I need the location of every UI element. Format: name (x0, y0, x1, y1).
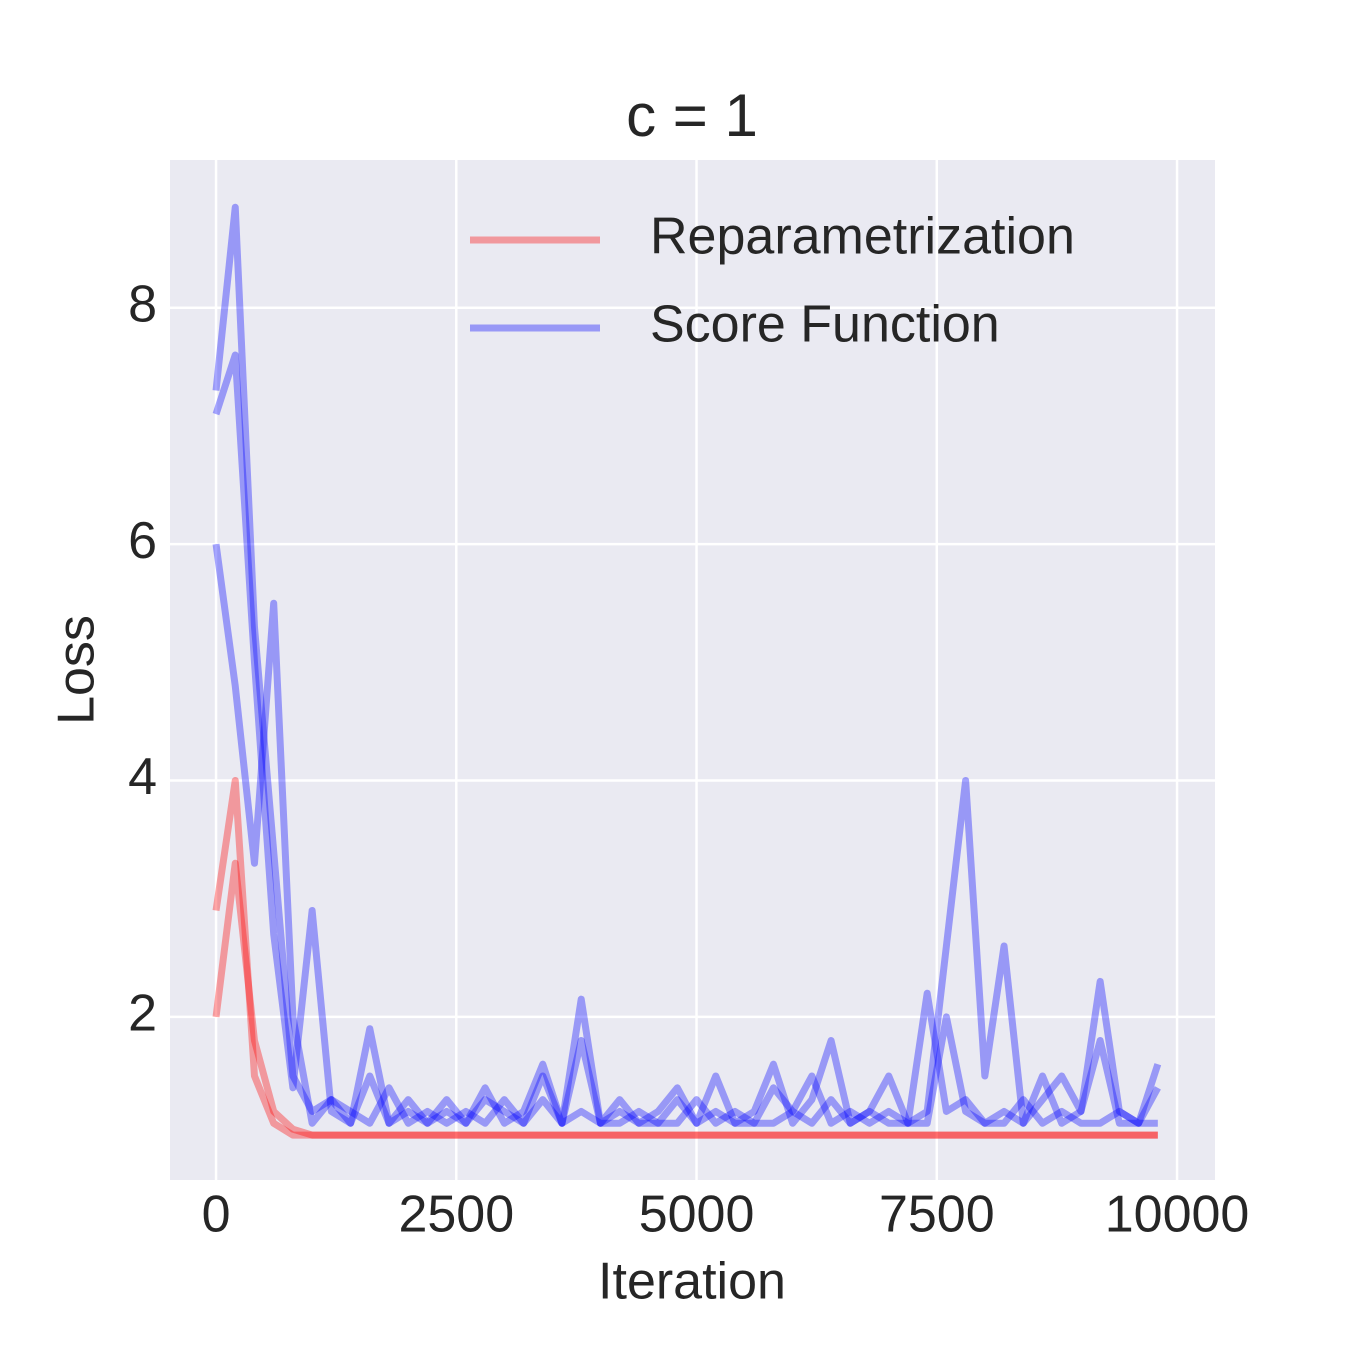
y-tick-label: 2 (128, 985, 157, 1043)
loss-line (212, 777, 1158, 1139)
x-tick-label: 0 (202, 1186, 231, 1244)
plot-area (170, 160, 1215, 1180)
x-tick-label: 7500 (879, 1186, 995, 1244)
loss-line (212, 351, 1161, 1127)
legend-label: Reparametrization (650, 208, 1075, 266)
lines (212, 203, 1162, 1139)
y-tick-label: 4 (128, 748, 157, 806)
legend-label: Score Function (650, 296, 1000, 354)
grid (170, 160, 1215, 1180)
x-tick-label: 5000 (639, 1186, 755, 1244)
loss-line (212, 543, 1158, 1127)
y-axis-label: Loss (48, 615, 106, 725)
loss-line (212, 859, 1158, 1139)
x-tick-label: 2500 (398, 1186, 514, 1244)
chart-title: c = 1 (626, 82, 758, 149)
x-tick-label: 10000 (1105, 1186, 1250, 1244)
legend: Reparametrization Score Function (470, 208, 1075, 354)
y-tick-label: 8 (128, 275, 157, 333)
loss-line (212, 203, 1162, 1127)
x-axis-label: Iteration (598, 1253, 786, 1311)
y-tick-label: 6 (128, 512, 157, 570)
